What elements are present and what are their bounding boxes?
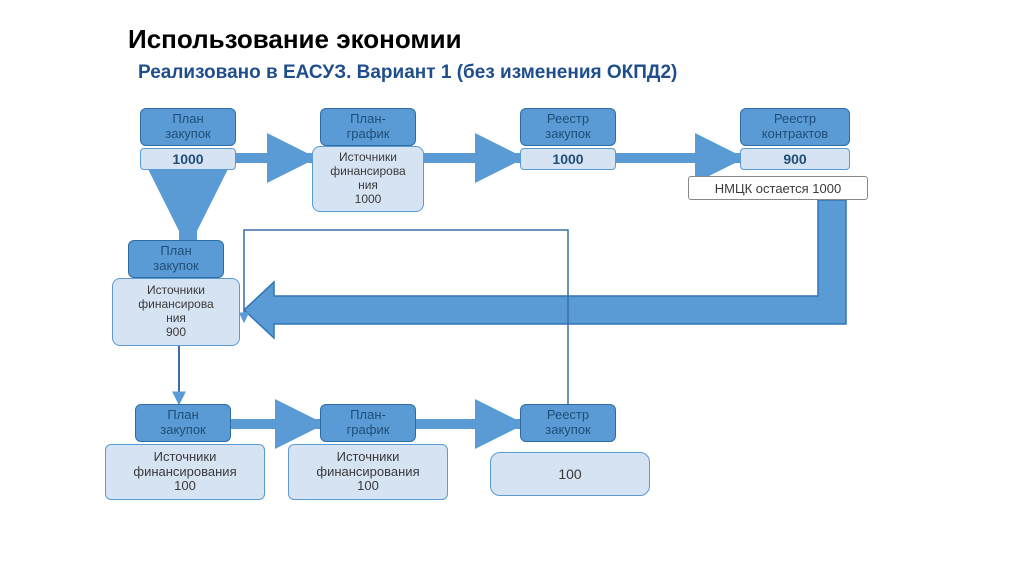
flow-node: План-график bbox=[320, 108, 416, 146]
note-box: НМЦК остается 1000 bbox=[688, 176, 868, 200]
flow-node: Реестрзакупок bbox=[520, 404, 616, 442]
sub-box: Источникифинансирования100 bbox=[288, 444, 448, 500]
flow-node: План-график bbox=[320, 404, 416, 442]
sub-box: Источникифинансирования900 bbox=[112, 278, 240, 346]
flow-node: Реестрконтрактов bbox=[740, 108, 850, 146]
feedback-line bbox=[244, 230, 568, 404]
sub-box: 100 bbox=[490, 452, 650, 496]
flow-node: Реестрзакупок bbox=[520, 108, 616, 146]
value-box: 900 bbox=[740, 148, 850, 170]
big-arrow bbox=[244, 200, 846, 338]
flow-node: Планзакупок bbox=[128, 240, 224, 278]
value-box: 1000 bbox=[520, 148, 616, 170]
flow-node: Планзакупок bbox=[135, 404, 231, 442]
sub-box: Источникифинансирования1000 bbox=[312, 146, 424, 212]
flow-node: Планзакупок bbox=[140, 108, 236, 146]
page-title: Использование экономии bbox=[128, 24, 462, 55]
subtitle: Реализовано в ЕАСУЗ. Вариант 1 (без изме… bbox=[138, 62, 677, 84]
sub-box: Источникифинансирования100 bbox=[105, 444, 265, 500]
value-box: 1000 bbox=[140, 148, 236, 170]
